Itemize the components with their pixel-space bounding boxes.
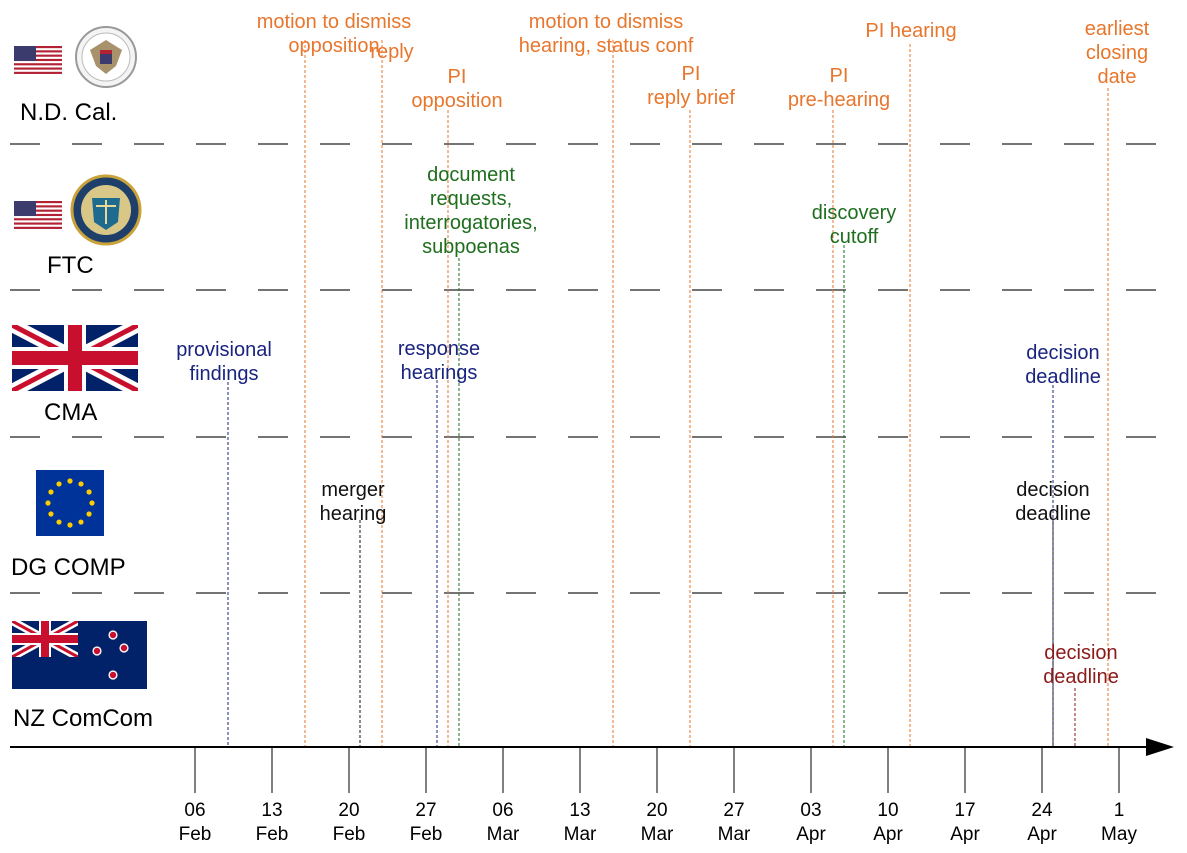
agency-label-nzcomcom: NZ ComCom [13, 705, 153, 732]
tick-label-month: Feb [333, 824, 366, 845]
tick-label-day: 13 [261, 800, 282, 821]
tick-label-month: Mar [718, 824, 751, 845]
event-label-court: reply [370, 41, 413, 63]
time-axis [10, 738, 1174, 756]
row-separators [10, 143, 1170, 594]
agency-label-ftc: FTC [47, 252, 94, 279]
event-label-cma: provisional findings [176, 339, 272, 385]
tick-label-day: 20 [646, 800, 667, 821]
time-axis-arrow [1146, 738, 1174, 756]
event-lines [227, 40, 1109, 747]
event-label-court: PI hearing [865, 20, 956, 42]
tick-label-day: 06 [184, 800, 205, 821]
agency-label-dgcomp: DG COMP [11, 554, 126, 581]
event-label-ftc: document requests, interrogatories, subpoen… [404, 164, 537, 258]
event-label-court: earliest closing date [1085, 18, 1150, 88]
eu-flag-icon [36, 470, 104, 536]
agency-label-ndcal: N.D. Cal. [20, 99, 117, 126]
event-label-dgcomp: merger hearing [320, 479, 387, 525]
event-label-dgcomp: decision deadline [1015, 479, 1091, 525]
tick-label-day: 1 [1114, 800, 1125, 821]
court-seal-icon [75, 26, 137, 88]
tick-label-day: 10 [877, 800, 898, 821]
tick-label-day: 27 [723, 800, 744, 821]
tick-label-day: 27 [415, 800, 436, 821]
tick-label-day: 03 [800, 800, 821, 821]
nz-flag-icon [12, 621, 147, 689]
tick-label-month: Apr [1027, 824, 1057, 845]
tick-label-month: Mar [564, 824, 597, 845]
uk-flag-icon [12, 325, 138, 391]
us-flag-icon [14, 46, 62, 74]
tick-label-month: Apr [873, 824, 903, 845]
event-label-nz: decision deadline [1043, 642, 1119, 688]
event-label-court: PI reply brief [647, 63, 735, 109]
tick-label-month: Feb [256, 824, 289, 845]
agency-labels: N.D. Cal. FTC CMA DG COMP NZ ComCom [11, 99, 153, 732]
ftc-seal-icon [70, 174, 142, 246]
tick-label-day: 20 [338, 800, 359, 821]
event-label-cma: decision deadline [1025, 342, 1101, 388]
event-label-court: motion to dismiss hearing, status conf [519, 11, 694, 57]
event-label-cma: response hearings [398, 338, 480, 384]
axis-ticks: 06 Feb 13 Feb 20 Feb 27 Feb 06 Mar 13 Mar 20 Mar 27 Mar… [179, 747, 1137, 845]
tick-label-month: Feb [179, 824, 212, 845]
event-label-ftc: discovery cutoff [812, 202, 896, 248]
tick-label-day: 06 [492, 800, 513, 821]
event-label-court: PI pre-hearing [788, 65, 890, 111]
tick-label-month: Apr [950, 824, 980, 845]
tick-label-day: 13 [569, 800, 590, 821]
tick-label-month: Mar [641, 824, 674, 845]
event-label-court: motion to dismiss opposition [257, 11, 412, 57]
tick-label-month: Feb [410, 824, 443, 845]
tick-label-day: 17 [954, 800, 975, 821]
tick-label-month: May [1101, 824, 1137, 845]
tick-label-day: 24 [1031, 800, 1053, 821]
event-label-court: PI opposition [411, 66, 502, 112]
agency-label-cma: CMA [44, 399, 97, 426]
us-flag-icon [14, 201, 62, 229]
tick-label-month: Mar [487, 824, 520, 845]
tick-label-month: Apr [796, 824, 826, 845]
